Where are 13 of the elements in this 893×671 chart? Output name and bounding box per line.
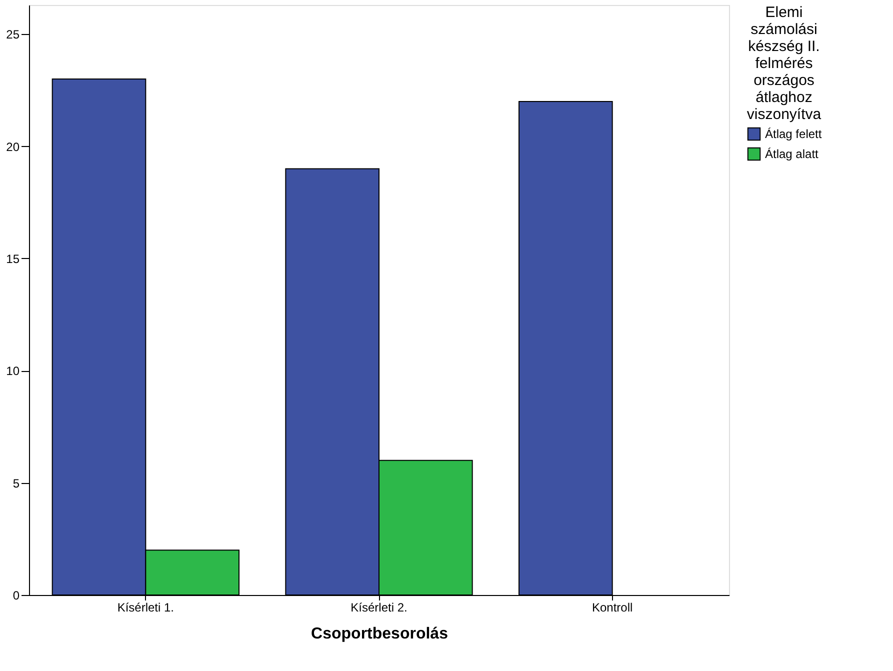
y-tick-label: 5 [12, 476, 20, 490]
legend-label: Átlag felett [765, 127, 822, 141]
y-tick-label: 0 [12, 588, 20, 602]
y-tick-label: 10 [6, 364, 20, 378]
x-tick-label: Kísérleti 2. [350, 600, 408, 614]
legend-label: Átlag alatt [765, 147, 820, 161]
x-tick-label: Kísérleti 1. [117, 600, 174, 614]
y-tick-label: 20 [6, 140, 20, 154]
y-tick-label: 25 [6, 28, 20, 42]
x-tick-label: Kontroll [592, 600, 633, 614]
y-tick-label: 15 [6, 252, 20, 266]
legend-title: Elemi számolási készség II. felmérés országos átlaghoz viszonyítva [746, 4, 822, 123]
x-axis-title: Csoportbesorolás [311, 626, 448, 642]
